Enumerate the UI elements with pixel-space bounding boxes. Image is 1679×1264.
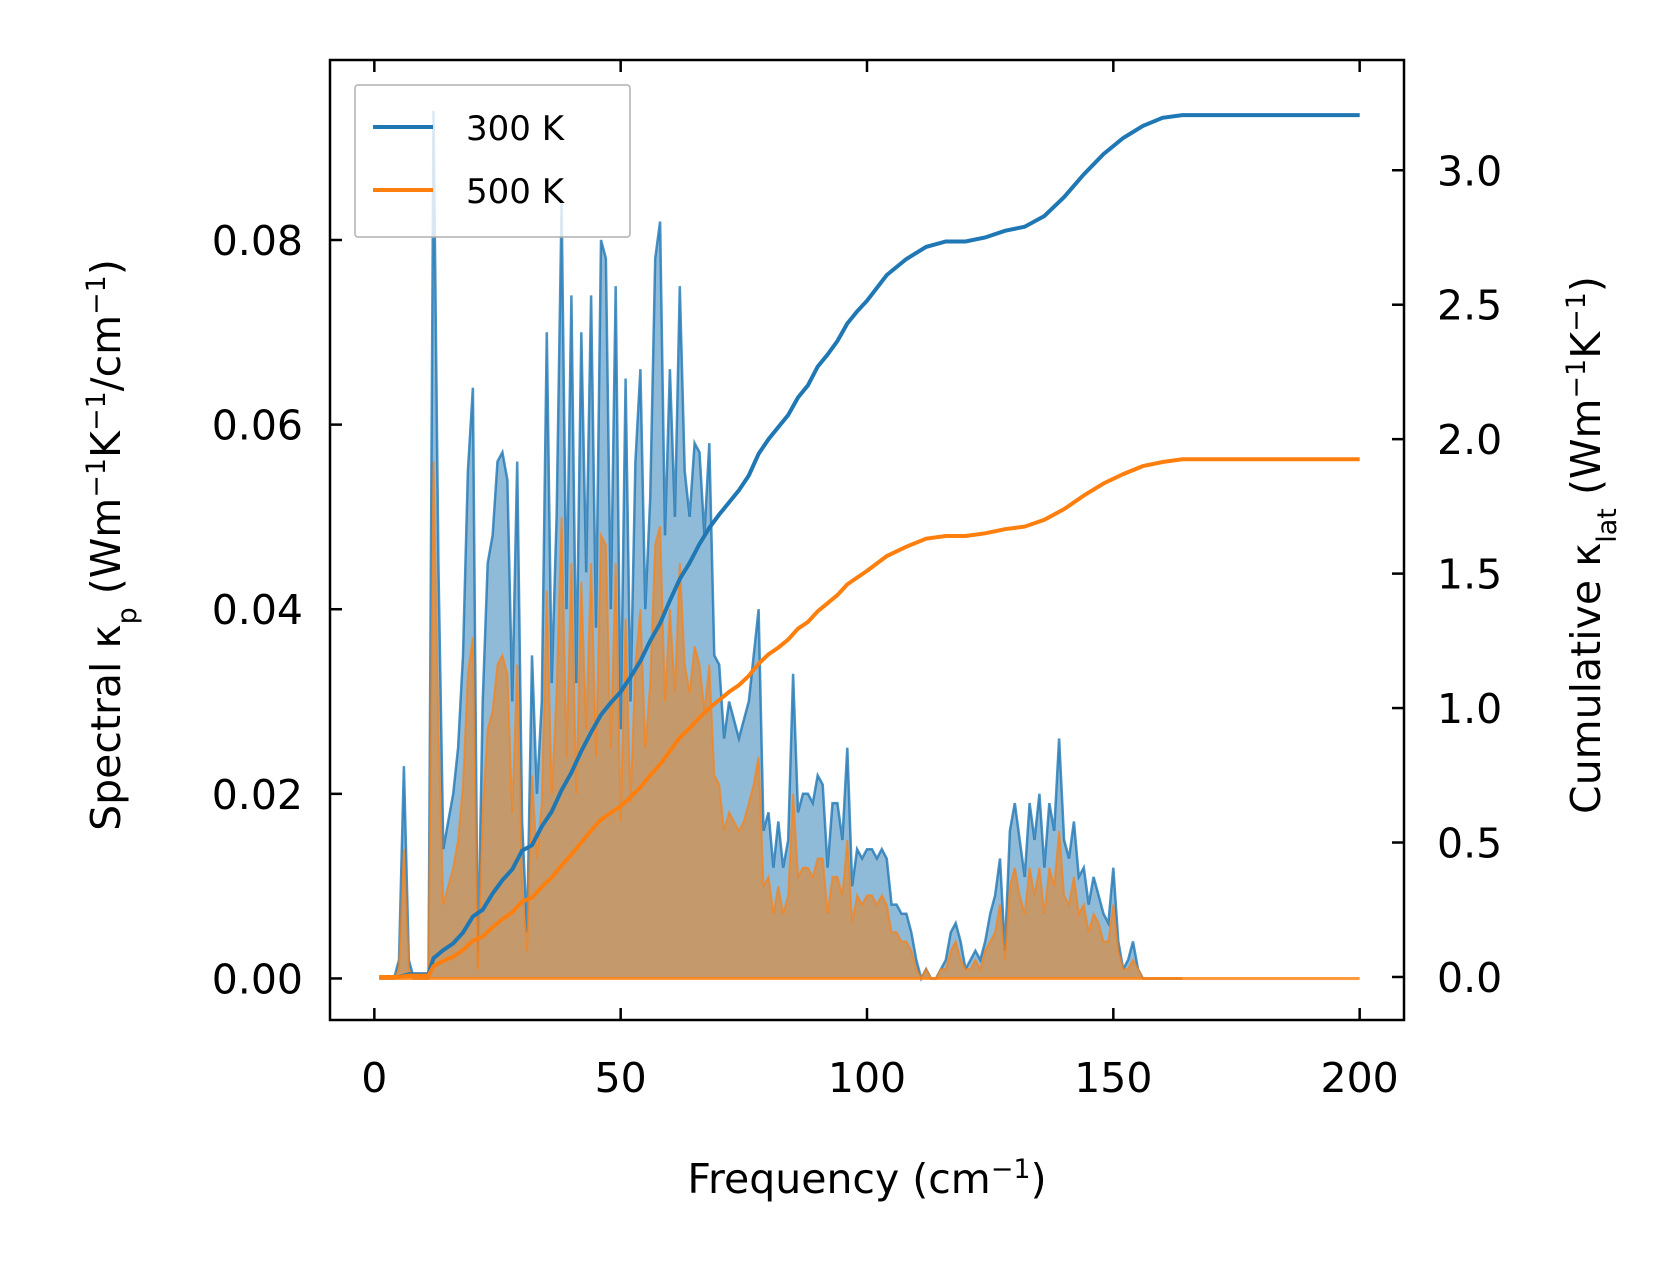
- y-right-tick-labels: 0.0 0.5 1.0 1.5 2.0 2.5 3.0: [1437, 147, 1502, 1002]
- plot-area-lines: [379, 113, 1360, 979]
- y-right-tick-label: 0.0: [1437, 954, 1502, 1002]
- y-right-tick-label: 2.0: [1437, 416, 1502, 464]
- y-left-axis-title: Spectral κp (Wm−1K−1/cm−1): [81, 259, 143, 831]
- spectral-500k-line: [379, 461, 1183, 981]
- x-tick-label: 0: [361, 1054, 387, 1102]
- axis-ticks: [330, 60, 1404, 1020]
- y-right-axis-title: Cumulative κlat (Wm−1K−1): [1561, 276, 1623, 814]
- legend-label-500k: 500 K: [466, 172, 566, 212]
- legend: 300 K 500 K: [354, 84, 631, 238]
- spectral-500k-area: [379, 461, 1183, 979]
- plot-area-fills: [379, 110, 1360, 982]
- y-left-tick-label: 0.04: [212, 586, 303, 634]
- cumulative-300k-line: [379, 113, 1360, 979]
- y-left-tick-labels: 0.00 0.02 0.04 0.06 0.08: [212, 217, 303, 1003]
- x-axis-title: Frequency (cm−1): [687, 1154, 1046, 1204]
- x-tick-label: 100: [828, 1054, 906, 1102]
- y-right-tick-label: 1.5: [1437, 551, 1502, 599]
- x-tick-labels: 0 50 100 150 200: [361, 1054, 1399, 1102]
- spectral-300k-line: [379, 110, 1183, 982]
- x-tick-label: 150: [1074, 1054, 1152, 1102]
- legend-label-300k: 300 K: [466, 109, 566, 149]
- y-left-tick-label: 0.02: [212, 771, 303, 819]
- y-right-tick-label: 3.0: [1437, 147, 1502, 195]
- x-tick-label: 50: [595, 1054, 647, 1102]
- y-right-tick-label: 1.0: [1437, 685, 1502, 733]
- y-right-tick-label: 2.5: [1437, 282, 1502, 330]
- x-tick-label: 200: [1321, 1054, 1399, 1102]
- y-right-tick-label: 0.5: [1437, 820, 1502, 868]
- legend-box: [354, 84, 631, 238]
- y-left-tick-label: 0.06: [212, 402, 303, 450]
- cumulative-500k-line: [379, 457, 1360, 979]
- y-left-tick-label: 0.08: [212, 217, 303, 265]
- y-left-tick-label: 0.00: [212, 955, 303, 1003]
